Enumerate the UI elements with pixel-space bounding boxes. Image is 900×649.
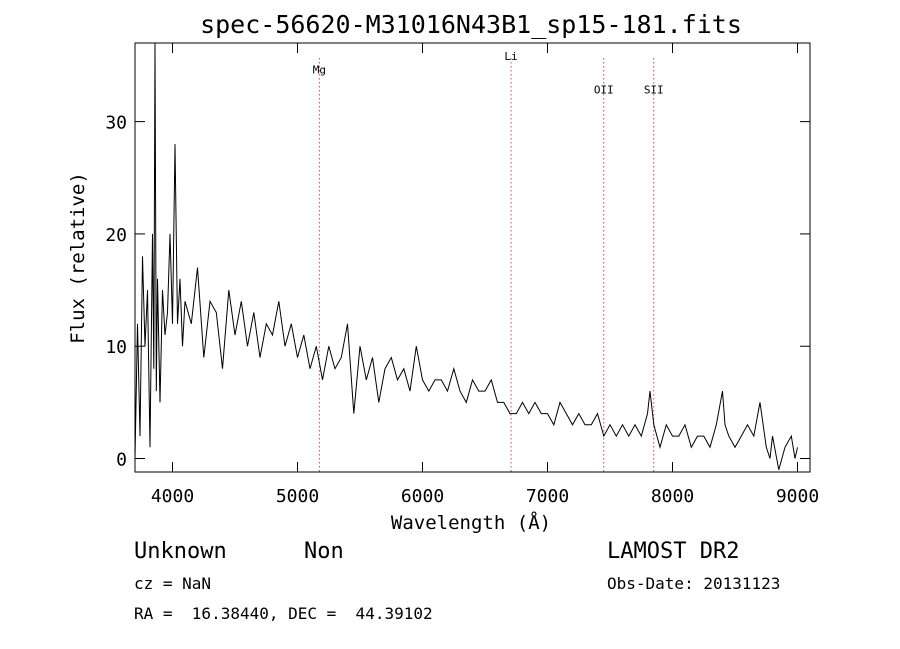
x-tick-label: 5000 — [276, 486, 319, 507]
y-axis-label: Flux (relative) — [67, 172, 89, 344]
y-tick-label: 20 — [105, 225, 127, 246]
y-tick-label: 30 — [105, 113, 127, 134]
x-tick-label: 4000 — [151, 486, 194, 507]
line-marker-label: SII — [644, 84, 664, 97]
spectrum-line — [134, 42, 798, 470]
y-tick-label: 0 — [116, 450, 127, 471]
line-markers: Mg Li OII SII — [313, 50, 664, 472]
object-subclass: Non — [304, 539, 344, 564]
obs-date: Obs-Date: 20131123 — [607, 574, 781, 593]
x-tick-label: 6000 — [401, 486, 444, 507]
y-tick-label: 10 — [105, 337, 127, 358]
line-marker-label: Mg — [313, 63, 326, 76]
line-marker-label: OII — [594, 84, 614, 97]
object-class: Unknown — [134, 539, 227, 564]
x-tick-label: 8000 — [651, 486, 694, 507]
redshift: cz = NaN — [134, 574, 212, 593]
line-marker-label: Li — [504, 50, 517, 63]
x-axis-ticks: 4000 5000 6000 7000 8000 9000 — [151, 43, 819, 507]
survey-name: LAMOST DR2 — [607, 539, 740, 564]
x-tick-label: 7000 — [526, 486, 569, 507]
coordinates: RA = 16.38440, DEC = 44.39102 — [134, 604, 433, 623]
plot-frame — [134, 42, 811, 473]
x-tick-label: 9000 — [776, 486, 819, 507]
chart-title: spec-56620-M31016N43B1_sp15-181.fits — [200, 10, 742, 39]
y-axis-ticks: 0 10 20 30 — [105, 113, 810, 471]
x-axis-label: Wavelength (Å) — [391, 511, 551, 534]
